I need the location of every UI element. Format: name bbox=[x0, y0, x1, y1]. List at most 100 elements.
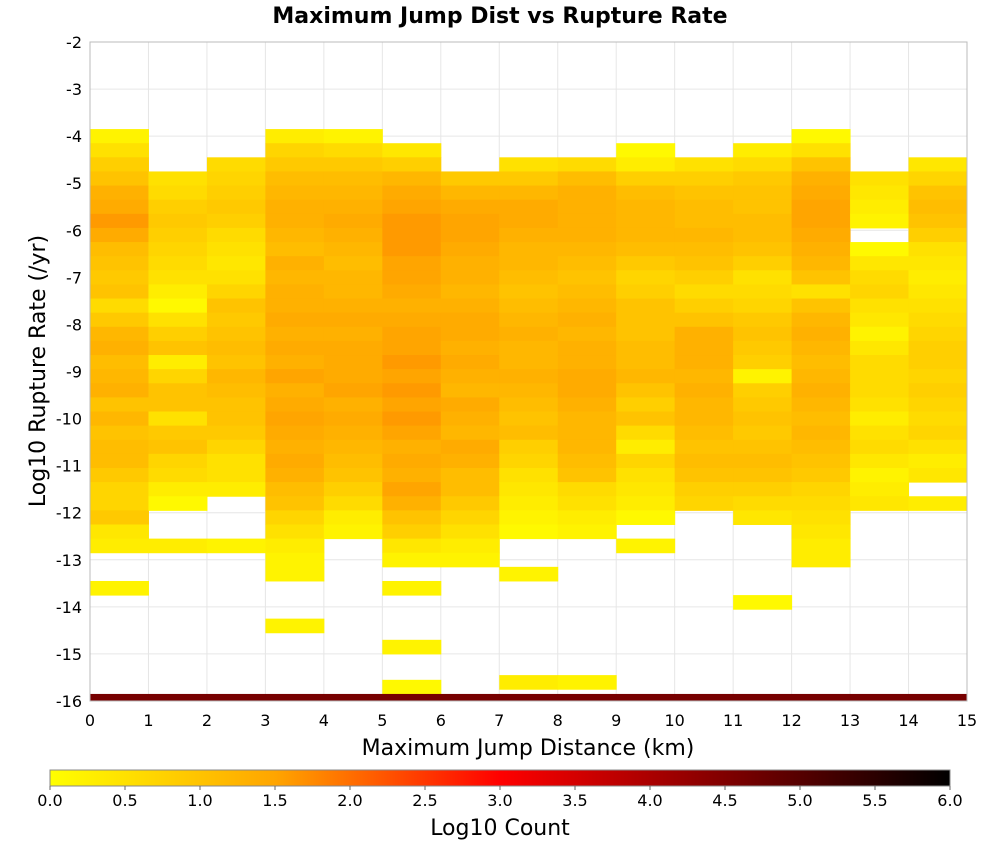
heatmap-cell bbox=[382, 270, 442, 285]
heatmap-cell bbox=[440, 213, 500, 229]
heatmap-cell bbox=[206, 242, 266, 257]
heatmap-cell bbox=[265, 298, 325, 314]
heatmap-cell bbox=[323, 157, 383, 172]
heatmap-cell bbox=[616, 538, 676, 554]
heatmap-cell bbox=[90, 143, 149, 158]
heatmap-cell bbox=[791, 199, 851, 215]
colorbar-tick-label: 2.5 bbox=[412, 791, 437, 810]
heatmap-cell bbox=[206, 538, 266, 554]
heatmap-cell bbox=[908, 213, 968, 229]
heatmap-cell bbox=[908, 383, 968, 398]
heatmap-cell bbox=[90, 580, 149, 596]
heatmap-cell bbox=[557, 256, 617, 271]
heatmap-cell bbox=[616, 270, 676, 285]
heatmap-cell bbox=[323, 270, 383, 285]
y-axis-label: Log10 Rupture Rate (/yr) bbox=[26, 235, 51, 507]
y-tick-label: -7 bbox=[66, 268, 82, 287]
heatmap-cell bbox=[733, 171, 793, 187]
heatmap-cell bbox=[440, 453, 500, 469]
heatmap-cell bbox=[206, 355, 266, 370]
heatmap-cell bbox=[733, 242, 793, 257]
heatmap-cell bbox=[616, 453, 676, 469]
heatmap-cell bbox=[674, 284, 734, 300]
heatmap-cell bbox=[206, 369, 266, 384]
heatmap-cell bbox=[850, 411, 910, 427]
heatmap-cell bbox=[791, 270, 851, 285]
heatmap-cell bbox=[557, 453, 617, 469]
chart-title: Maximum Jump Dist vs Rupture Rate bbox=[272, 4, 727, 29]
heatmap-cell bbox=[148, 355, 208, 370]
heatmap-cell bbox=[382, 411, 442, 427]
x-tick-label: 13 bbox=[840, 711, 860, 730]
colorbar bbox=[49, 769, 951, 787]
x-tick-label: 7 bbox=[494, 711, 504, 730]
heatmap-cell bbox=[908, 199, 968, 215]
heatmap-cell bbox=[265, 326, 325, 342]
x-tick-label: 9 bbox=[611, 711, 621, 730]
heatmap-cell bbox=[908, 397, 968, 413]
y-tick-label: -16 bbox=[56, 692, 82, 711]
heatmap-cell bbox=[148, 467, 208, 483]
x-tick-label: 1 bbox=[143, 711, 153, 730]
heatmap-cell bbox=[499, 256, 559, 271]
heatmap-cell bbox=[733, 482, 793, 497]
heatmap-cell bbox=[908, 157, 968, 172]
heatmap-cell bbox=[850, 355, 910, 370]
heatmap-cell bbox=[323, 171, 383, 187]
heatmap-cell bbox=[557, 185, 617, 201]
heatmap-cell bbox=[323, 397, 383, 413]
heatmap-cell bbox=[265, 129, 325, 144]
heatmap-cell bbox=[440, 538, 500, 554]
heatmap-cell bbox=[791, 510, 851, 525]
heatmap-cell bbox=[674, 171, 734, 187]
heatmap-cell bbox=[674, 242, 734, 257]
heatmap-cell bbox=[674, 369, 734, 384]
heatmap-cell bbox=[616, 496, 676, 511]
heatmap-cell bbox=[90, 340, 149, 356]
heatmap-cell bbox=[616, 242, 676, 257]
heatmap-cell bbox=[557, 439, 617, 455]
heatmap-cell bbox=[382, 227, 442, 243]
heatmap-cell bbox=[733, 185, 793, 201]
heatmap-cell bbox=[323, 227, 383, 243]
heatmap-cell bbox=[206, 157, 266, 172]
heatmap-cell bbox=[90, 453, 149, 469]
heatmap-cell bbox=[557, 171, 617, 187]
heatmap-cell bbox=[791, 340, 851, 356]
heatmap-cell bbox=[557, 467, 617, 483]
x-tick-label: 15 bbox=[957, 711, 977, 730]
heatmap-cell bbox=[908, 326, 968, 342]
heatmap-cell bbox=[616, 467, 676, 483]
x-tick-label: 8 bbox=[553, 711, 563, 730]
heatmap-cell bbox=[206, 439, 266, 455]
heatmap-cell bbox=[499, 227, 559, 243]
heatmap-cell bbox=[499, 397, 559, 413]
y-tick-label: -4 bbox=[66, 127, 82, 146]
heatmap-cell bbox=[557, 312, 617, 328]
heatmap-cell bbox=[733, 326, 793, 342]
heatmap-cell bbox=[206, 411, 266, 427]
heatmap-cell bbox=[674, 312, 734, 328]
heatmap-cell bbox=[440, 439, 500, 455]
heatmap-cell bbox=[557, 524, 617, 540]
heatmap-cell bbox=[90, 510, 149, 525]
heatmap-cell bbox=[323, 453, 383, 469]
y-tick-label: -12 bbox=[56, 504, 82, 523]
heatmap-cell bbox=[908, 411, 968, 427]
heatmap-cell bbox=[499, 312, 559, 328]
heatmap-cell bbox=[265, 538, 325, 554]
heatmap-cell bbox=[557, 242, 617, 257]
heatmap-cell bbox=[791, 185, 851, 201]
heatmap-cell bbox=[733, 298, 793, 314]
heatmap-cell bbox=[557, 340, 617, 356]
heatmap-cell bbox=[90, 256, 149, 271]
heatmap-cell bbox=[733, 453, 793, 469]
heatmap-cell bbox=[616, 482, 676, 497]
heatmap-cell bbox=[148, 213, 208, 229]
heatmap-cell bbox=[90, 326, 149, 342]
heatmap-cell bbox=[616, 143, 676, 158]
heatmap-cell bbox=[850, 369, 910, 384]
heatmap-cell bbox=[382, 397, 442, 413]
heatmap-cell bbox=[382, 355, 442, 370]
